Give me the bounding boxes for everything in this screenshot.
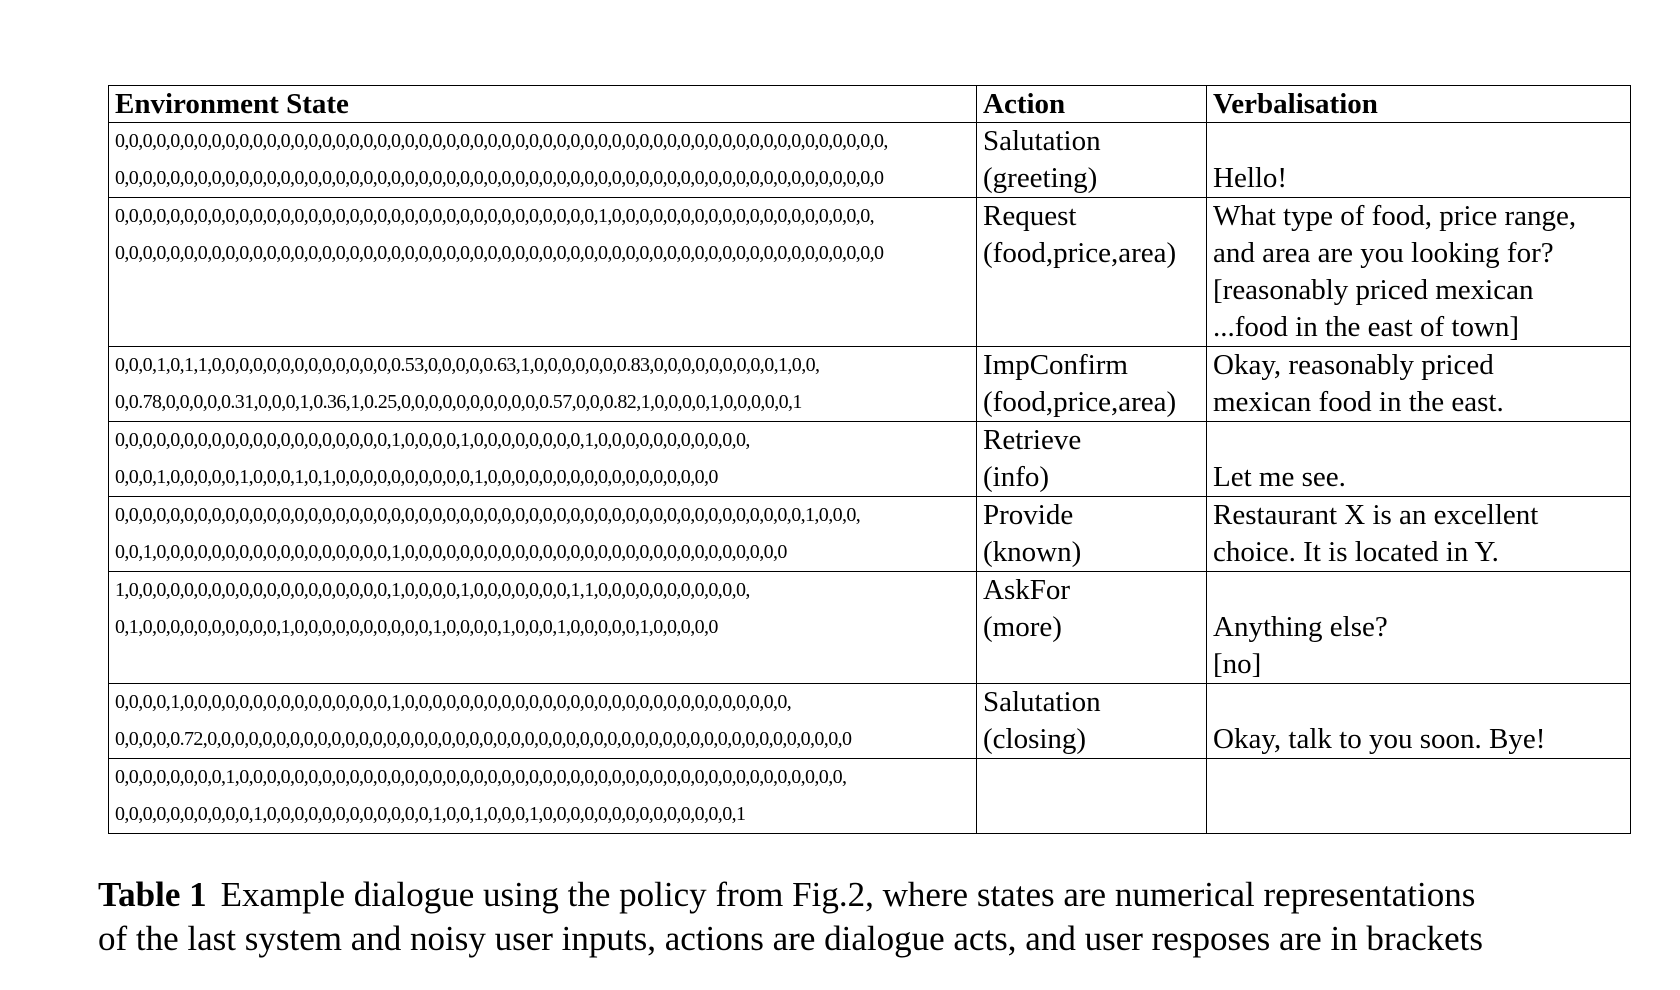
state-cell: 0,0,0,0,0,0,0,0,0,0,0,0,0,0,0,0,0,0,0,0,… [108,197,977,347]
verbalisation-line: Anything else? [1213,611,1388,643]
action-cell: Salutation (closing) [976,683,1207,759]
table-row: 0,0,0,0,1,0,0,0,0,0,0,0,0,0,0,0,0,0,0,0,… [108,683,1631,759]
verbalisation-line: Okay, talk to you soon. Bye! [1213,723,1546,755]
verbalisation-line: choice. It is located in Y. [1213,536,1499,568]
action-cell [976,758,1207,834]
action-cell: ImpConfirm (food,price,area) [976,346,1207,422]
action-cell: Retrieve (info) [976,421,1207,497]
table-row: 0,0,0,0,0,0,0,0,0,0,0,0,0,0,0,0,0,0,0,0,… [108,421,1631,497]
state-cell: 0,0,0,0,0,0,0,0,0,0,0,0,0,0,0,0,0,0,0,0,… [108,421,977,497]
verbalisation-line [1213,572,1624,609]
header-action: Action [976,85,1207,123]
verbalisation-cell: Okay, talk to you soon. Bye! [1206,683,1631,759]
state-cell: 1,0,0,0,0,0,0,0,0,0,0,0,0,0,0,0,0,0,0,0,… [108,571,977,684]
state-line: 0,0,0,1,0,1,1,0,0,0,0,0,0,0,0,0,0,0,0,0,… [115,354,820,376]
state-cell: 0,0,0,0,0,0,0,0,1,0,0,0,0,0,0,0,0,0,0,0,… [108,758,977,834]
action-line: Retrieve [983,424,1082,456]
verbalisation-line: Let me see. [1213,461,1346,493]
caption-line: of the last system and noisy user inputs… [98,919,1484,958]
state-line: 0,0,0,1,0,0,0,0,0,1,0,0,0,1,0,1,0,0,0,0,… [115,466,718,488]
state-line: 0,0,0,0,0,0,0,0,0,0,0,0,0,0,0,0,0,0,0,0,… [115,167,884,189]
action-line: Salutation [983,686,1101,718]
state-line: 0,0.78,0,0,0,0,0.31,0,0,0,1,0.36,1,0.25,… [115,391,802,413]
state-line: 0,1,0,0,0,0,0,0,0,0,0,0,1,0,0,0,0,0,0,0,… [115,616,718,638]
state-cell: 0,0,0,1,0,1,1,0,0,0,0,0,0,0,0,0,0,0,0,0,… [108,346,977,422]
state-cell: 0,0,0,0,0,0,0,0,0,0,0,0,0,0,0,0,0,0,0,0,… [108,122,977,198]
verbalisation-line [1213,684,1624,721]
action-line: ImpConfirm [983,349,1128,381]
action-line: (greeting) [983,162,1098,194]
state-line: 0,0,0,0,0,0,0,0,0,0,0,0,0,0,0,0,0,0,0,0,… [115,130,888,152]
verbalisation-line: Okay, reasonably priced [1213,349,1494,381]
state-line: 0,0,0,0,1,0,0,0,0,0,0,0,0,0,0,0,0,0,0,0,… [115,691,792,713]
table-row: 0,0,0,0,0,0,0,0,0,0,0,0,0,0,0,0,0,0,0,0,… [108,496,1631,572]
verbalisation-cell: What type of food, price range, and area… [1206,197,1631,347]
action-line: AskFor [983,574,1071,606]
verbalisation-line: [reasonably priced mexican [1213,274,1534,306]
table-row: 0,0,0,0,0,0,0,0,1,0,0,0,0,0,0,0,0,0,0,0,… [108,758,1631,834]
verbalisation-line: Hello! [1213,162,1288,194]
verbalisation-line: What type of food, price range, [1213,200,1577,232]
state-line: 0,0,0,0,0,0,0,0,0,0,0,0,0,0,0,0,0,0,0,0,… [115,504,861,526]
state-line: 0,0,0,0,0,0,0,0,0,0,0,0,0,0,0,0,0,0,0,0,… [115,429,750,451]
action-cell: AskFor (more) [976,571,1207,684]
action-line: Provide [983,499,1074,531]
verbalisation-line: ...food in the east of town] [1213,311,1520,343]
caption-label: Table 1 [98,875,207,914]
dialogue-table: Environment State Action Verbalisation 0… [108,85,1631,834]
action-line: Request [983,200,1077,232]
action-line: Salutation [983,125,1101,157]
state-line: 0,0,0,0,0,0,0,0,0,0,0,0,0,0,0,0,0,0,0,0,… [115,242,884,264]
caption-line: Table 1 Example dialogue using the policy… [98,873,1658,917]
verbalisation-line [1213,123,1624,160]
action-line: (food,price,area) [983,237,1177,269]
verbalisation-line: and area are you looking for? [1213,237,1554,269]
state-cell: 0,0,0,0,1,0,0,0,0,0,0,0,0,0,0,0,0,0,0,0,… [108,683,977,759]
header-verbalisation: Verbalisation [1206,85,1631,123]
table-container: Environment State Action Verbalisation 0… [108,85,1631,834]
action-line: (food,price,area) [983,386,1177,418]
state-line: 1,0,0,0,0,0,0,0,0,0,0,0,0,0,0,0,0,0,0,0,… [115,579,750,601]
verbalisation-cell [1206,758,1631,834]
verbalisation-line: Restaurant X is an excellent [1213,499,1539,531]
table-header-row: Environment State Action Verbalisation [108,85,1631,123]
table-row: 0,0,0,0,0,0,0,0,0,0,0,0,0,0,0,0,0,0,0,0,… [108,197,1631,347]
table-caption: Table 1 Example dialogue using the policy… [98,873,1658,961]
state-line: 0,0,0,0,0,0,0,0,0,0,1,0,0,0,0,0,0,0,0,0,… [115,803,746,825]
verbalisation-cell: Let me see. [1206,421,1631,497]
state-line: 0,0,1,0,0,0,0,0,0,0,0,0,0,0,0,0,0,0,0,0,… [115,541,787,563]
state-cell: 0,0,0,0,0,0,0,0,0,0,0,0,0,0,0,0,0,0,0,0,… [108,496,977,572]
table-row: 0,0,0,0,0,0,0,0,0,0,0,0,0,0,0,0,0,0,0,0,… [108,122,1631,198]
verbalisation-cell: Hello! [1206,122,1631,198]
verbalisation-line: [no] [1213,648,1262,680]
verbalisation-line [1213,422,1624,459]
state-line: 0,0,0,0,0,0,0,0,1,0,0,0,0,0,0,0,0,0,0,0,… [115,766,847,788]
action-line: (closing) [983,723,1087,755]
action-line: (info) [983,461,1050,493]
state-line: 0,0,0,0,0,0,0,0,0,0,0,0,0,0,0,0,0,0,0,0,… [115,205,875,227]
table-row: 1,0,0,0,0,0,0,0,0,0,0,0,0,0,0,0,0,0,0,0,… [108,571,1631,684]
state-line: 0,0,0,0,0.72,0,0,0,0,0,0,0,0,0,0,0,0,0,0… [115,728,852,750]
verbalisation-line: mexican food in the east. [1213,386,1504,418]
table-row: 0,0,0,1,0,1,1,0,0,0,0,0,0,0,0,0,0,0,0,0,… [108,346,1631,422]
action-line: (more) [983,611,1062,643]
action-line: (known) [983,536,1082,568]
caption-text: Example dialogue using the policy from F… [220,875,1476,914]
action-cell: Request (food,price,area) [976,197,1207,347]
action-cell: Salutation (greeting) [976,122,1207,198]
header-environment-state: Environment State [108,85,977,123]
verbalisation-cell: Restaurant X is an excellent choice. It … [1206,496,1631,572]
action-cell: Provide (known) [976,496,1207,572]
verbalisation-cell: Okay, reasonably priced mexican food in … [1206,346,1631,422]
verbalisation-cell: Anything else? [no] [1206,571,1631,684]
